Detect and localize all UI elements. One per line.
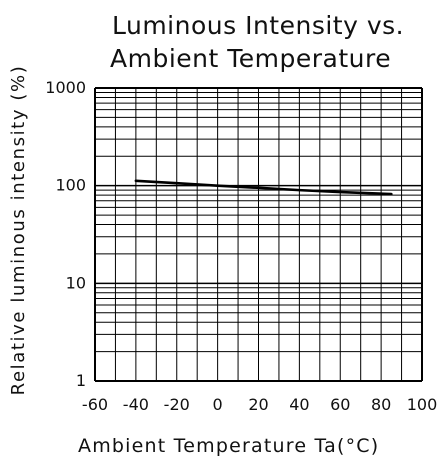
chart-title-line-1: Luminous Intensity vs.	[112, 11, 404, 40]
x-tick-label: -40	[123, 395, 149, 414]
x-tick-label: -20	[164, 395, 190, 414]
y-axis-label: Relative luminous intensity (%)	[8, 65, 29, 396]
x-tick-label: 20	[248, 395, 268, 414]
series-line	[134, 179, 393, 196]
x-axis-label: Ambient Temperature Ta(°C)	[78, 435, 379, 457]
y-tick-label: 100	[55, 176, 86, 195]
x-tick-label: 60	[330, 395, 350, 414]
x-tick-label: 40	[289, 395, 309, 414]
y-tick-label: 1	[76, 371, 86, 390]
grid	[94, 87, 423, 382]
chart-title-line-2: Ambient Temperature	[110, 44, 391, 73]
x-tick-label: 0	[213, 395, 223, 414]
y-tick-label: 10	[66, 273, 86, 292]
x-tick-label: 100	[407, 395, 438, 414]
tick-labels: 1000 100 10 1 -60 -40 -20 0 20 40 60 80 100	[45, 78, 437, 414]
x-tick-label: -60	[82, 395, 108, 414]
series-layer	[134, 179, 393, 196]
y-tick-label: 1000	[45, 78, 86, 97]
x-tick-label: 80	[371, 395, 391, 414]
